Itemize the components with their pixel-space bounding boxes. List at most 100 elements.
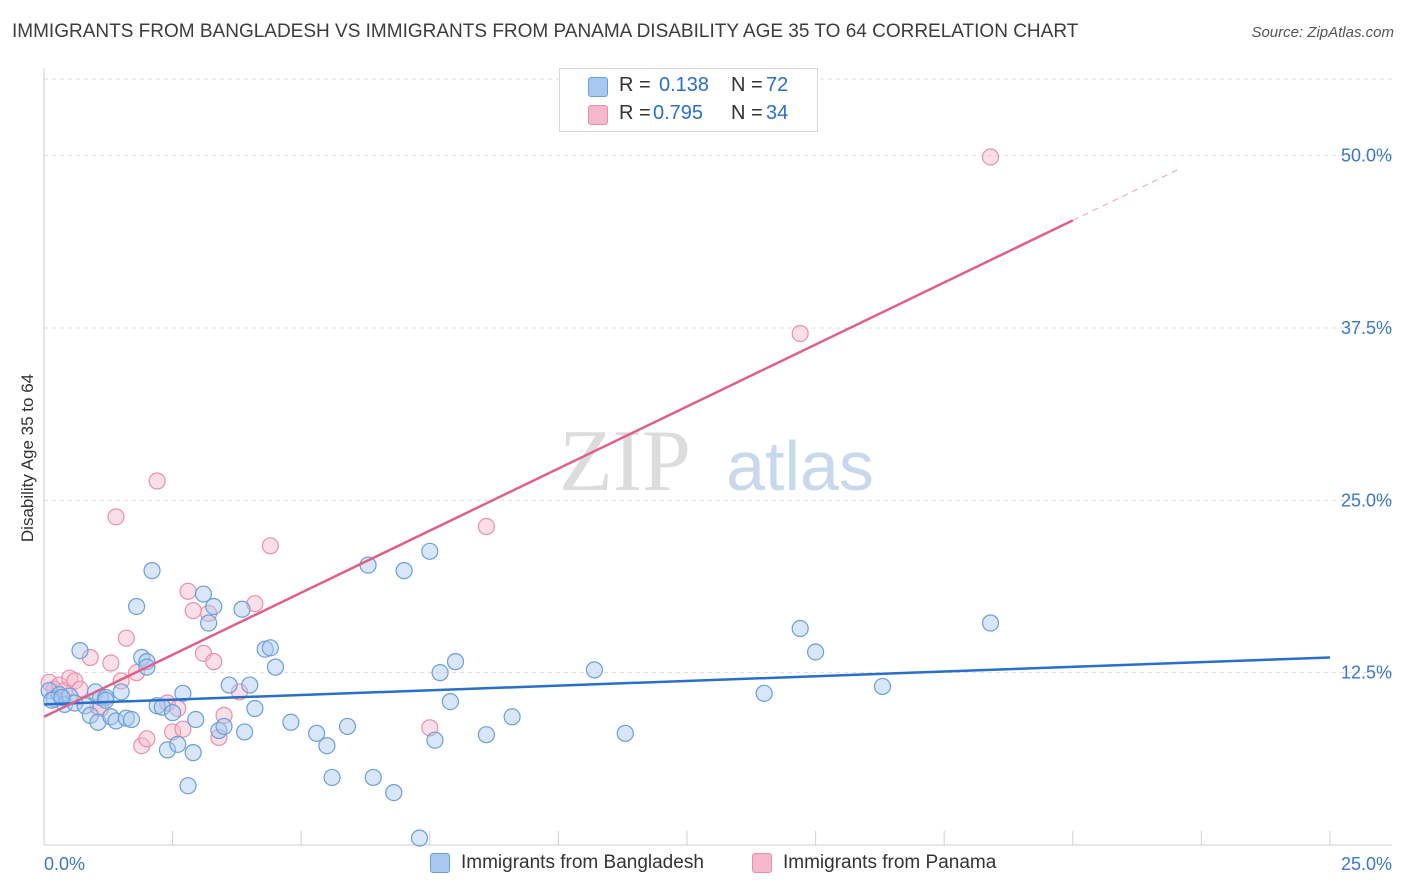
panama-point <box>179 582 197 600</box>
bangladesh-point <box>981 614 1000 632</box>
bottom-legend-label-panama: Immigrants from Panama <box>783 852 997 873</box>
y-tick-label: 37.5% <box>1341 318 1392 338</box>
bangladesh-point <box>215 717 233 736</box>
bangladesh-point <box>421 542 439 560</box>
bangladesh-point <box>318 737 336 755</box>
bangladesh-point <box>266 658 285 676</box>
bangladesh-point <box>194 585 213 603</box>
bangladesh-point <box>200 614 218 632</box>
panama-point <box>174 720 192 738</box>
bangladesh-point <box>585 661 604 679</box>
bangladesh-point <box>431 664 449 682</box>
legend-n-label: N = <box>731 74 763 96</box>
bangladesh-point <box>873 677 892 696</box>
bangladesh-point <box>791 619 809 638</box>
legend-r-label: R = <box>619 74 651 96</box>
panama-point <box>117 629 135 647</box>
tick-label-layer: 12.5% 25.0% 37.5% 50.0% 0.0% 25.0% <box>44 146 1392 874</box>
bangladesh-point <box>236 723 254 741</box>
bangladesh-point <box>241 676 259 694</box>
legend-r-value-bangladesh: 0.138 <box>659 74 710 96</box>
legend-n-value-panama: 34 <box>766 102 789 124</box>
bangladesh-point <box>169 735 187 753</box>
x-tick-label: 25.0% <box>1341 854 1392 874</box>
panama-point <box>210 728 228 747</box>
bangladesh-point <box>71 641 89 660</box>
bangladesh-point <box>477 726 495 744</box>
bottom-legend-swatch-bangladesh <box>430 853 450 873</box>
bangladesh-point <box>179 777 197 795</box>
x-tick-label: 0.0% <box>44 854 85 874</box>
panama-point <box>138 730 156 748</box>
bangladesh-point <box>127 597 146 616</box>
panama-point <box>148 472 166 490</box>
bangladesh-point <box>616 724 634 742</box>
trend-line-bangladesh <box>43 656 1331 706</box>
bangladesh-point <box>806 643 825 661</box>
bangladesh-point <box>158 741 177 759</box>
bangladesh-point <box>364 768 382 787</box>
panama-point <box>184 602 202 620</box>
y-tick-label: 25.0% <box>1341 490 1392 510</box>
bottom-legend-label-bangladesh: Immigrants from Bangladesh <box>461 852 704 873</box>
bottom-legend-swatch-panama <box>752 853 772 873</box>
bangladesh-point <box>97 691 115 709</box>
legend-r-value-panama: 0.795 <box>653 102 704 124</box>
y-tick-label: 12.5% <box>1341 663 1392 683</box>
panama-point <box>205 653 223 671</box>
bangladesh-point <box>112 683 130 701</box>
bangladesh-point <box>233 600 251 618</box>
bangladesh-point <box>53 688 71 707</box>
legend-n-label: N = <box>731 102 763 124</box>
bangladesh-point <box>410 829 429 847</box>
bangladesh-point <box>220 676 238 694</box>
panama-point <box>791 324 809 343</box>
trend-line-panama-extension <box>1072 167 1182 221</box>
panama-point <box>61 669 79 687</box>
points-layer <box>40 148 1000 847</box>
legend-swatch-panama <box>588 105 608 125</box>
correlation-legend: R = 0.138 N = 72 R = 0.795 N = 34 <box>559 68 818 132</box>
bangladesh-point <box>205 597 223 616</box>
watermark: ZIP atlas <box>559 413 874 510</box>
y-tick-label: 50.0% <box>1341 146 1392 166</box>
source-label: Source: ZipAtlas.com <box>1251 24 1394 41</box>
bangladesh-point <box>503 708 521 726</box>
bangladesh-point <box>187 710 205 729</box>
y-axis-label: Disability Age 35 to 64 <box>18 373 37 543</box>
trend-layer <box>43 167 1331 718</box>
panama-point <box>66 672 84 690</box>
bangladesh-point <box>164 704 182 722</box>
legend-r-label: R = <box>619 102 651 124</box>
watermark-zip: ZIP <box>559 413 691 510</box>
legend-swatch-bangladesh <box>588 77 608 97</box>
panama-point <box>261 537 279 555</box>
panama-point <box>81 648 99 667</box>
bangladesh-point <box>174 684 192 702</box>
panama-point <box>477 517 495 536</box>
chart-title: IMMIGRANTS FROM BANGLADESH VS IMMIGRANTS… <box>12 21 1079 42</box>
bangladesh-point <box>282 713 300 731</box>
bangladesh-point <box>89 713 107 731</box>
trend-line-panama <box>43 219 1074 718</box>
legend-n-value-bangladesh: 72 <box>766 74 789 96</box>
bangladesh-point <box>755 684 773 702</box>
panama-point <box>981 148 1000 166</box>
bangladesh-point <box>323 768 341 787</box>
bangladesh-point <box>385 784 403 802</box>
bangladesh-point <box>261 639 279 657</box>
panama-point <box>246 595 264 613</box>
bangladesh-point <box>395 562 413 580</box>
bangladesh-point <box>308 724 326 742</box>
bangladesh-point <box>184 744 202 762</box>
bangladesh-point <box>338 717 357 736</box>
bangladesh-point <box>122 710 141 729</box>
bangladesh-point <box>246 699 264 718</box>
panama-point <box>107 508 125 526</box>
bangladesh-point <box>446 653 465 671</box>
watermark-atlas: atlas <box>726 427 874 505</box>
bangladesh-point <box>143 562 161 580</box>
bangladesh-point <box>426 731 444 749</box>
grid-layer <box>44 78 1392 674</box>
